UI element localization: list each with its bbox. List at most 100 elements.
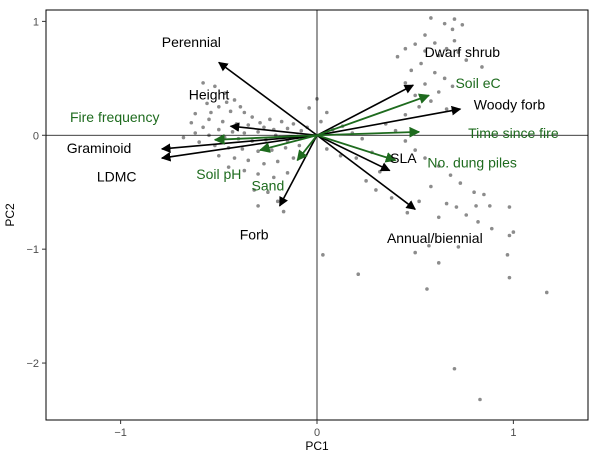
data-point-136 [507, 205, 512, 209]
data-point-125 [417, 199, 421, 204]
data-point-30 [403, 112, 408, 117]
vector-annual-biennial [316, 134, 416, 210]
data-point-41 [220, 119, 225, 124]
data-point-27 [429, 99, 433, 103]
data-point-110 [393, 128, 398, 133]
data-point-146 [321, 253, 325, 257]
data-point-112 [413, 148, 417, 152]
data-point-51 [242, 131, 247, 135]
data-point-8 [413, 42, 417, 46]
vector-dwarf-shrub [316, 84, 415, 136]
vector-label-ldmc: LDMC [97, 168, 137, 184]
data-point-94 [262, 125, 266, 130]
data-point-87 [193, 131, 198, 135]
vector-label-fire-frequency: Fire frequency [70, 109, 159, 125]
data-point-138 [507, 233, 512, 238]
data-point-103 [325, 147, 329, 151]
data-point-38 [242, 110, 247, 115]
vector-labels: Perennial Height Graminoid LDMC Forb SLA Annua… [67, 34, 559, 246]
data-point-16 [464, 58, 469, 62]
data-point-48 [201, 125, 205, 130]
data-point-34 [232, 98, 237, 102]
data-point-82 [252, 188, 256, 192]
data-point-126 [405, 210, 410, 215]
x-tick-label-2: 0 [314, 427, 320, 439]
vector-sand [296, 134, 318, 162]
vector-sla [316, 134, 391, 172]
data-point-10 [444, 46, 449, 51]
vector-label-time-since-fire: Time since fire [468, 125, 559, 141]
data-point-115 [448, 173, 453, 177]
vector-forb [278, 134, 318, 207]
data-point-31 [201, 81, 205, 85]
data-point-129 [364, 179, 368, 183]
data-point-80 [271, 175, 276, 180]
data-point-55 [299, 128, 304, 133]
data-point-1 [429, 16, 433, 20]
data-point-133 [474, 204, 478, 208]
y-tick-label-4: 1 [33, 16, 39, 28]
data-point-72 [232, 156, 237, 160]
data-point-20 [433, 70, 437, 75]
data-point-114 [436, 164, 441, 168]
data-point-2 [442, 21, 447, 26]
data-point-18 [480, 65, 484, 69]
data-point-63 [197, 140, 201, 144]
data-point-39 [193, 111, 198, 116]
vector-no-dung-piles [316, 134, 397, 163]
data-point-92 [238, 105, 243, 109]
data-point-79 [256, 172, 260, 176]
data-point-76 [291, 156, 296, 160]
data-point-121 [464, 213, 469, 217]
x-tick-label-1: −1 [114, 427, 127, 439]
data-point-117 [472, 190, 476, 195]
data-point-91 [224, 100, 229, 105]
vector-graminoid [160, 134, 318, 153]
data-point-75 [275, 159, 280, 164]
data-point-118 [429, 184, 433, 189]
data-point-69 [283, 146, 288, 150]
vector-label-graminoid: Graminoid [67, 140, 132, 156]
data-point-144 [436, 261, 441, 265]
vector-label-annual-biennial: Annual/biennial [387, 230, 483, 246]
data-point-70 [297, 143, 302, 148]
data-point-24 [450, 84, 455, 89]
data-point-147 [356, 272, 361, 277]
data-point-107 [325, 110, 329, 115]
data-point-145 [456, 245, 461, 249]
axes: −1 0 1 −2 −1 0 1 [26, 9, 589, 439]
data-point-35 [205, 101, 209, 106]
vector-label-height: Height [189, 86, 230, 102]
data-point-141 [544, 290, 549, 295]
y-axis-title: PC2 [3, 203, 17, 227]
data-point-113 [423, 156, 427, 160]
data-point-46 [279, 119, 284, 124]
data-point-143 [413, 250, 417, 255]
data-point-127 [389, 196, 394, 200]
vector-woody-forb [316, 105, 462, 137]
data-point-68 [270, 148, 274, 152]
data-point-84 [275, 199, 280, 204]
data-point-93 [250, 115, 254, 119]
vector-label-sand: Sand [252, 177, 285, 193]
vector-label-no-dung-piles: No. dung piles [427, 155, 517, 171]
data-point-119 [444, 201, 449, 206]
data-point-105 [354, 156, 359, 160]
data-point-21 [442, 76, 447, 81]
vector-soil-ec [316, 93, 430, 137]
data-point-140 [507, 275, 512, 280]
zero-lines [46, 10, 588, 420]
data-point-130 [378, 169, 382, 174]
data-point-11 [403, 46, 408, 51]
data-point-49 [217, 127, 221, 132]
data-point-88 [181, 135, 186, 140]
data-point-52 [256, 130, 260, 134]
data-point-17 [419, 61, 423, 66]
vector-soil-ph [259, 134, 318, 153]
data-point-23 [403, 81, 408, 85]
data-point-4 [460, 23, 465, 27]
vector-label-sla: SLA [390, 150, 417, 166]
data-point-116 [458, 181, 463, 185]
data-point-85 [281, 209, 286, 214]
data-point-123 [482, 192, 486, 197]
